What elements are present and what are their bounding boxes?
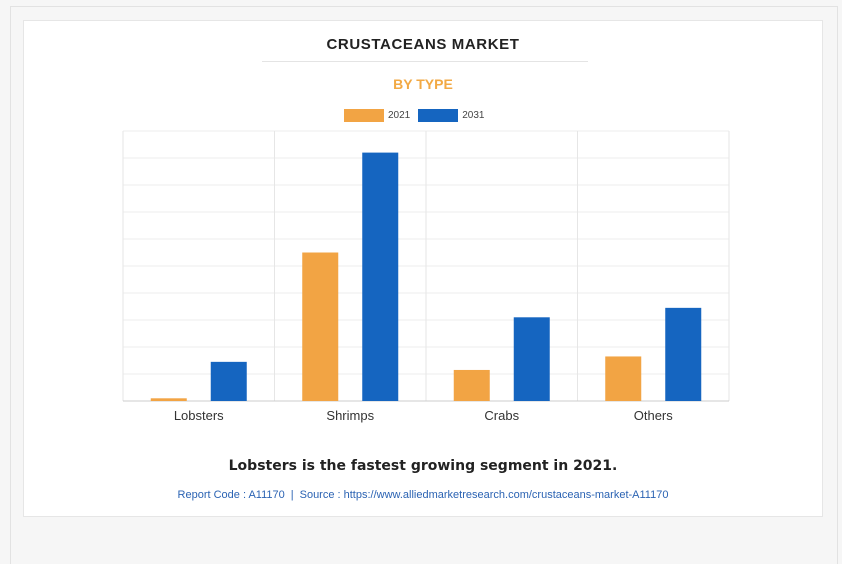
report-code: Report Code : A11170	[177, 489, 285, 501]
bar-2021-shrimps	[302, 252, 339, 401]
report-line: Report Code : A11170 | Source : https://ww…	[0, 489, 842, 501]
legend-label-2031: 2031	[462, 109, 485, 121]
bar-2031-lobsters	[210, 361, 247, 401]
bar-2021-others	[605, 356, 642, 401]
chart-legend: 2021 2031	[344, 108, 493, 122]
bar-2031-crabs	[513, 317, 550, 401]
chart-footnote: Lobsters is the fastest growing segment …	[228, 458, 618, 474]
report-source-link[interactable]: Source : https://www.alliedmarketresearc…	[299, 489, 669, 501]
legend-label-2021: 2021	[388, 109, 411, 121]
x-tick-label-crabs: Crabs	[484, 408, 519, 423]
bar-2021-crabs	[453, 369, 490, 401]
x-tick-label-shrimps: Shrimps	[326, 408, 374, 423]
chart-title: CRUSTACEANS MARKET	[326, 36, 520, 53]
title-divider	[262, 61, 588, 62]
x-tick-label-lobsters: Lobsters	[174, 408, 224, 423]
legend-item-2021: 2021	[344, 108, 411, 122]
bar-chart: Lobsters Shrimps Crabs Others	[122, 130, 730, 423]
chart-card	[23, 20, 823, 517]
chart-subtitle: BY TYPE	[393, 76, 453, 92]
x-tick-label-others: Others	[634, 408, 674, 423]
legend-item-2031: 2031	[418, 108, 485, 122]
bar-2021-lobsters	[150, 398, 187, 401]
legend-swatch-2031	[418, 108, 459, 122]
legend-swatch-2021	[344, 108, 384, 122]
report-separator: |	[290, 489, 294, 501]
bar-2031-others	[665, 307, 702, 401]
bar-2031-shrimps	[362, 152, 399, 401]
